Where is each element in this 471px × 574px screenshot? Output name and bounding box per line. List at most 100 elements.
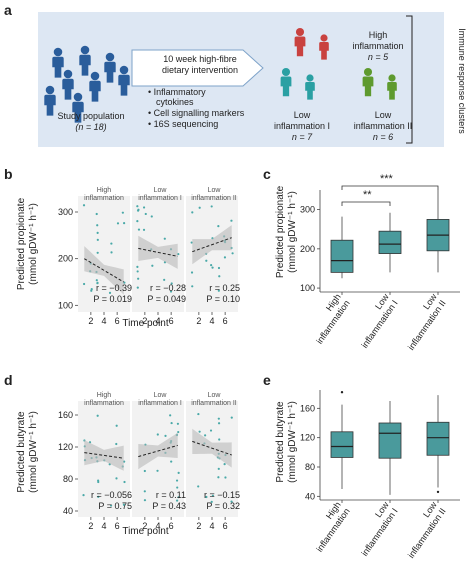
data-point [205,259,208,262]
y-tick-label: 160 [58,410,73,420]
x-tick-label: 6 [115,316,120,326]
data-point [177,471,180,475]
facet-b-1-r: r = −0.39 [95,283,132,293]
x-tick-label: 4 [101,521,106,531]
cluster-low1-n: n = 7 [291,132,313,142]
study-person-icon [62,69,74,100]
data-point [96,238,99,241]
x-tick-label: 4 [209,521,214,531]
data-point [156,469,159,472]
low-inflammation-2-person-icon [362,67,374,97]
bullet-signalling: • Cell signalling markers [148,108,245,118]
data-point [175,479,179,482]
data-point [210,500,213,503]
data-point [217,467,220,470]
data-point [177,252,180,256]
data-point [217,422,221,425]
data-point [143,490,146,493]
data-point [177,430,180,434]
data-point [151,264,154,267]
data-point [115,477,118,480]
data-point [197,485,200,488]
study-population-n: (n = 18) [75,122,107,132]
box [378,230,402,254]
data-point [82,494,85,497]
trend-line [192,237,232,253]
data-point [115,442,118,446]
data-point [218,438,221,441]
data-point [136,286,139,289]
y-tick-label: 100 [300,283,315,293]
data-point [176,486,179,489]
data-point [143,499,147,502]
data-point [142,206,146,209]
data-point [150,215,153,218]
panel-b-xlabel: Time point [122,318,169,329]
cluster-bracket [406,15,413,144]
data-point [210,205,213,208]
facet-b-2-r: r = −0.28 [149,283,186,293]
data-point [223,462,226,466]
data-point [170,282,173,285]
cluster-high-label-1: High [368,30,388,40]
study-person-icon [79,45,91,76]
facet-d-2-p: P = 0.43 [152,501,186,511]
trend-line [84,258,124,283]
panel-d-letter: d [4,372,13,388]
trend-line [138,247,178,257]
data-point [217,266,221,270]
panel-a-letter: a [4,2,12,18]
study-person-icon [72,92,84,123]
facet-d-1-p: P = 0.75 [98,501,132,511]
data-point [137,228,141,231]
intervention-line-2: dietary intervention [161,65,239,75]
study-person-icon [89,71,101,102]
data-point [224,476,227,479]
data-point [82,282,86,286]
x-tick-label: 2 [88,521,93,531]
x-tick-label: 4 [155,521,160,531]
trend-line [138,444,178,458]
bullet-cytokines-2: cytokines [156,97,194,107]
cluster-low1-label-2: inflammation I [273,121,331,131]
facet-b-2-title: Low inflammation I [138,187,182,202]
facet-b-2-p: P = 0.049 [147,294,186,304]
data-point [210,264,213,267]
data-point [96,414,99,417]
cluster-high-label-2: inflammation [352,41,404,51]
data-point [223,256,227,259]
cluster-low2-label-2: inflammation II [353,121,413,131]
data-point [176,422,180,425]
data-point [95,212,98,216]
data-point [170,460,173,463]
facet-d-2-r: r = 0.11 [155,490,186,500]
x-tick-label: 2 [88,316,93,326]
data-point [230,416,233,419]
data-point [115,424,118,427]
data-point [96,231,99,234]
sig-triple-star: *** [380,173,393,185]
panel-b-ylabel: Predicted propionate (mmol gDW⁻¹ h⁻¹) [16,197,39,291]
low-inflammation-2-person-icon [387,74,397,100]
data-point [97,480,100,484]
facet-b-3-r: r = 0.25 [209,283,240,293]
data-point [96,251,99,254]
low-inflammation-1-person-icon [280,67,292,97]
y-tick-label: 200 [300,244,315,254]
facet-d-3-title: Low inflammation II [191,392,237,407]
data-point [230,500,233,503]
data-point [177,496,180,499]
box [378,422,402,459]
outlier-point [436,490,440,494]
study-person-icon [104,52,116,83]
y-tick-label: 80 [305,462,315,472]
cluster-low2-n: n = 6 [372,132,394,142]
data-point [144,212,147,216]
y-tick-label: 80 [63,474,73,484]
